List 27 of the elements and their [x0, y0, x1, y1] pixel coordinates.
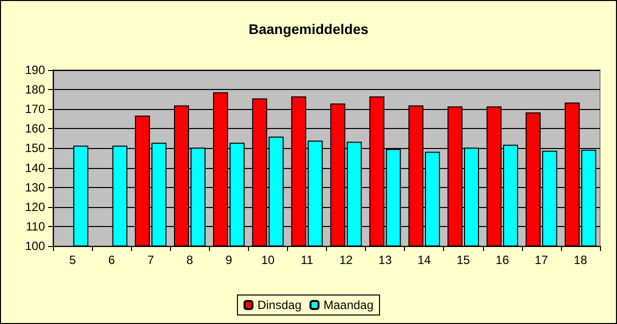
x-tick-label: 8 — [186, 253, 194, 267]
x-tick-label: 10 — [261, 253, 275, 267]
x-tick-label: 12 — [339, 253, 354, 267]
y-tick-label: 130 — [24, 180, 46, 194]
x-tick-label: 9 — [225, 253, 232, 267]
x-tick-label: 7 — [147, 253, 154, 267]
x-tick-label: 14 — [418, 253, 432, 267]
y-tick-label: 150 — [24, 141, 46, 156]
legend-label: Maandag — [323, 298, 374, 312]
x-tick-label: 18 — [574, 253, 588, 267]
x-tick-label: 17 — [534, 253, 548, 267]
chart-title: Baangemiddeldes — [248, 21, 369, 37]
y-tick-label: 180 — [24, 82, 46, 97]
y-tick-label: 140 — [24, 160, 46, 175]
x-tick-label: 6 — [108, 253, 116, 267]
legend-label: Dinsdag — [257, 298, 302, 312]
y-tick-label: 100 — [24, 239, 46, 253]
x-tick-label: 16 — [496, 253, 510, 267]
y-tick-label: 120 — [24, 200, 46, 214]
x-tick-label: 11 — [300, 253, 314, 267]
x-tick-label: 15 — [456, 253, 470, 267]
y-tick-label: 190 — [24, 63, 46, 77]
y-tick-label: 110 — [26, 219, 46, 234]
y-tick-label: 160 — [24, 122, 46, 136]
y-tick-label: 170 — [24, 102, 46, 116]
x-tick-label: 13 — [378, 253, 392, 267]
x-tick-label: 5 — [69, 253, 76, 267]
